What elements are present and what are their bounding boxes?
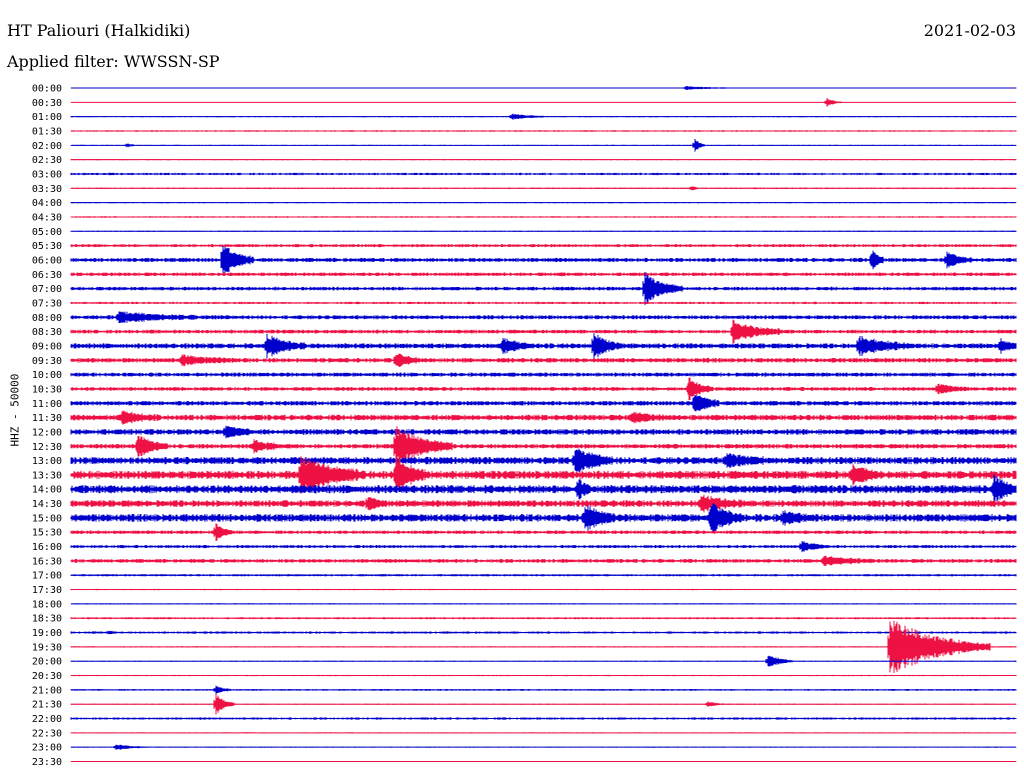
row-time-label: 18:30	[32, 614, 62, 625]
row-time-label: 10:30	[32, 384, 62, 395]
row-time-label: 01:00	[32, 112, 62, 123]
row-time-label: 12:30	[32, 442, 62, 453]
row-time-label: 06:00	[32, 255, 62, 266]
row-time-label: 11:00	[32, 399, 62, 410]
row-time-label: 09:00	[32, 341, 62, 352]
row-time-label: 14:00	[32, 485, 62, 496]
row-time-label: 22:00	[32, 714, 62, 725]
row-time-label: 06:30	[32, 270, 62, 281]
row-time-label: 04:00	[32, 198, 62, 209]
row-time-label: 15:30	[32, 528, 62, 539]
row-time-label: 07:30	[32, 298, 62, 309]
row-time-label: 16:00	[32, 542, 62, 553]
row-time-label: 21:00	[32, 685, 62, 696]
row-time-label: 02:00	[32, 141, 62, 152]
row-time-label: 01:30	[32, 126, 62, 137]
row-time-label: 11:30	[32, 413, 62, 424]
row-time-label: 13:00	[32, 456, 62, 467]
row-time-label: 02:30	[32, 155, 62, 166]
row-time-label: 20:00	[32, 657, 62, 668]
row-time-label: 12:00	[32, 427, 62, 438]
row-time-label: 23:30	[32, 757, 62, 768]
row-time-label: 10:00	[32, 370, 62, 381]
row-time-label: 17:00	[32, 571, 62, 582]
row-time-label: 05:30	[32, 241, 62, 252]
row-time-label: 21:30	[32, 700, 62, 711]
row-time-label: 05:00	[32, 227, 62, 238]
row-time-label: 13:30	[32, 470, 62, 481]
chart-date: 2021-02-03	[923, 21, 1016, 40]
row-time-label: 08:00	[32, 313, 62, 324]
row-time-label: 04:30	[32, 212, 62, 223]
row-time-label: 17:30	[32, 585, 62, 596]
row-time-label: 14:30	[32, 499, 62, 510]
row-time-label: 20:30	[32, 671, 62, 682]
row-time-label: 00:00	[32, 84, 62, 95]
row-time-label: 03:30	[32, 184, 62, 195]
row-time-label: 18:00	[32, 599, 62, 610]
row-time-label: 15:00	[32, 513, 62, 524]
row-time-label: 08:30	[32, 327, 62, 338]
row-time-label: 23:00	[32, 743, 62, 754]
chart-title: HT Paliouri (Halkidiki)	[7, 21, 191, 40]
row-time-label: 19:30	[32, 642, 62, 653]
row-time-label: 00:30	[32, 98, 62, 109]
row-time-label: 07:00	[32, 284, 62, 295]
chart-filter: Applied filter: WWSSN-SP	[7, 52, 220, 71]
row-time-label: 22:30	[32, 728, 62, 739]
row-time-label: 03:00	[32, 169, 62, 180]
row-time-label: 19:00	[32, 628, 62, 639]
row-time-label: 16:30	[32, 556, 62, 567]
row-time-label: 09:30	[32, 356, 62, 367]
